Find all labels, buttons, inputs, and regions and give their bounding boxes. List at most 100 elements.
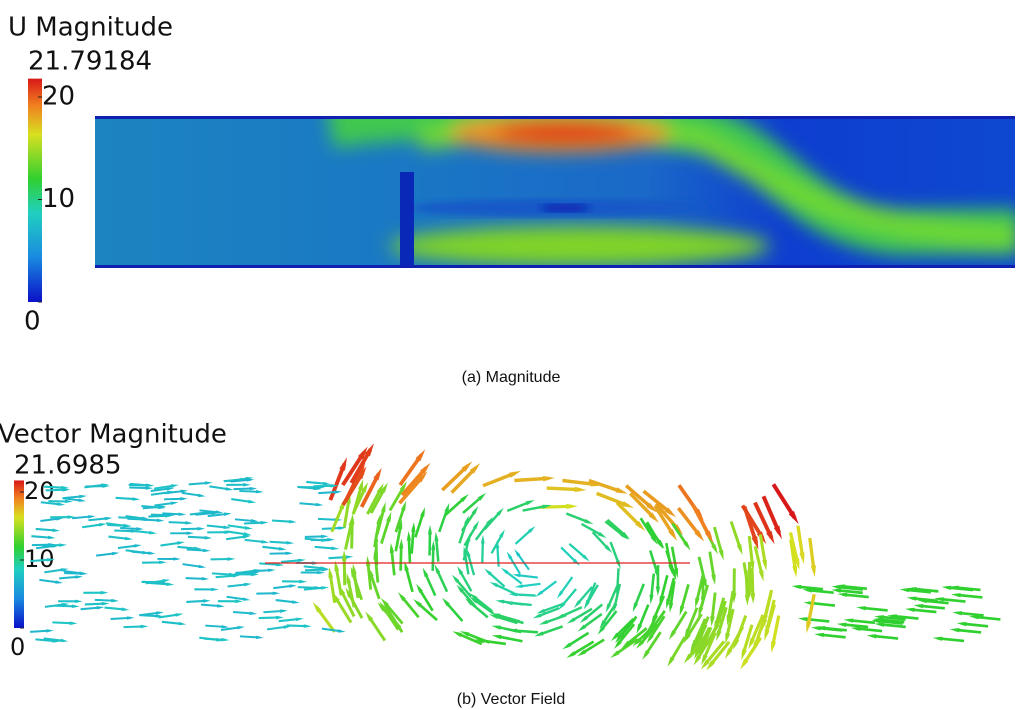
arrow-head	[428, 525, 432, 534]
arrow-head	[149, 531, 157, 535]
arrow-head	[261, 521, 269, 524]
arrow-head	[737, 544, 743, 555]
arrow-head	[466, 548, 470, 557]
arrow-head	[798, 617, 808, 621]
arrow-head	[837, 593, 847, 597]
arrow-head	[420, 507, 425, 517]
arrow-head	[248, 500, 256, 504]
arrow-head	[157, 519, 165, 522]
arrow-head	[280, 609, 288, 612]
arrow-head	[226, 487, 234, 490]
arrow-head	[180, 497, 188, 500]
arrow-head	[185, 521, 193, 524]
arrow-head	[907, 596, 917, 600]
arrow-head	[492, 635, 502, 639]
arrow-head	[616, 560, 621, 569]
arrow-head	[710, 616, 715, 627]
arrow-head	[811, 626, 821, 630]
arrow-head	[649, 595, 653, 605]
arrow-head	[766, 531, 774, 544]
colorbar-tick-label: 10	[42, 184, 75, 214]
arrow-head	[99, 523, 107, 527]
arrow-head	[289, 520, 297, 524]
arrow-head	[669, 603, 673, 613]
arrow-head	[585, 600, 590, 609]
arrow-head	[492, 626, 502, 630]
arrow-head	[957, 622, 967, 626]
arrow-head	[376, 514, 380, 524]
arrow-head	[299, 580, 307, 584]
arrow-head	[386, 512, 391, 522]
arrow-head	[567, 504, 578, 509]
arrow-head	[390, 543, 394, 553]
colorbar-title: Vector Magnitude	[0, 420, 227, 450]
arrow-head	[243, 535, 251, 538]
arrow-head	[243, 597, 251, 600]
arrow-head	[900, 588, 910, 592]
arrow-head	[950, 628, 960, 632]
arrow-head	[88, 515, 96, 518]
arrow-head	[136, 527, 144, 530]
arrow-head	[75, 575, 83, 578]
caption: (a) Magnitude	[462, 369, 561, 386]
arrow-head	[334, 490, 342, 493]
arrow-head	[146, 484, 154, 488]
arrow-head	[198, 494, 206, 497]
arrow-head	[814, 633, 824, 637]
arrow-head	[515, 584, 523, 588]
arrow-head	[250, 487, 258, 490]
arrow-head	[802, 588, 812, 592]
colorbar: 20100	[10, 477, 55, 661]
arrow-head	[273, 592, 281, 595]
arrow-head	[202, 577, 210, 580]
arrow-head	[286, 541, 294, 545]
colorbar-tick-label: 0	[24, 307, 41, 337]
arrow-head	[175, 613, 183, 617]
colorbar-gradient	[28, 79, 42, 302]
arrow-head	[203, 599, 211, 602]
colorbar-max: 21.79184	[28, 47, 152, 77]
arrow-head	[224, 513, 232, 516]
arrow-head	[435, 564, 441, 573]
arrow-head	[159, 561, 167, 565]
colorbar-title: U Magnitude	[8, 13, 173, 43]
arrow-head	[331, 546, 339, 549]
arrow-head	[622, 501, 634, 508]
arrow-head	[75, 600, 83, 603]
arrow-head	[228, 557, 236, 561]
arrow-head	[952, 611, 962, 615]
arrow-head	[186, 532, 194, 535]
arrow-head	[211, 588, 219, 591]
arrow-head	[221, 638, 229, 642]
arrow-head	[490, 582, 499, 587]
arrow-head	[256, 490, 264, 493]
arrow-head	[942, 586, 952, 590]
arrow-head	[668, 564, 672, 574]
arrow-head	[247, 478, 255, 481]
arrow-head	[905, 608, 915, 612]
arrow-head	[204, 536, 212, 539]
arrow-head	[171, 502, 179, 505]
arrow-head	[279, 547, 287, 550]
arrow-head	[762, 560, 767, 571]
arrow-head	[345, 555, 353, 559]
arrow-head	[339, 457, 347, 471]
arrow-head	[526, 500, 535, 505]
arrow-head	[745, 595, 750, 606]
vector-field	[30, 443, 1000, 670]
arrow-head	[533, 613, 542, 618]
arrow-head	[268, 569, 276, 572]
arrow-head	[48, 536, 56, 539]
arrow-head	[111, 599, 119, 602]
arrow-head	[62, 488, 70, 492]
arrow-head	[321, 535, 329, 538]
arrow-head	[806, 621, 811, 633]
arrow-head	[407, 531, 411, 541]
arrow-head	[289, 585, 297, 588]
arrow-head	[244, 532, 252, 536]
arrow-head	[867, 634, 877, 638]
arrow-head	[244, 583, 252, 586]
arrow-head	[296, 618, 304, 622]
arrow-head	[78, 499, 86, 502]
arrow-head	[60, 639, 68, 642]
